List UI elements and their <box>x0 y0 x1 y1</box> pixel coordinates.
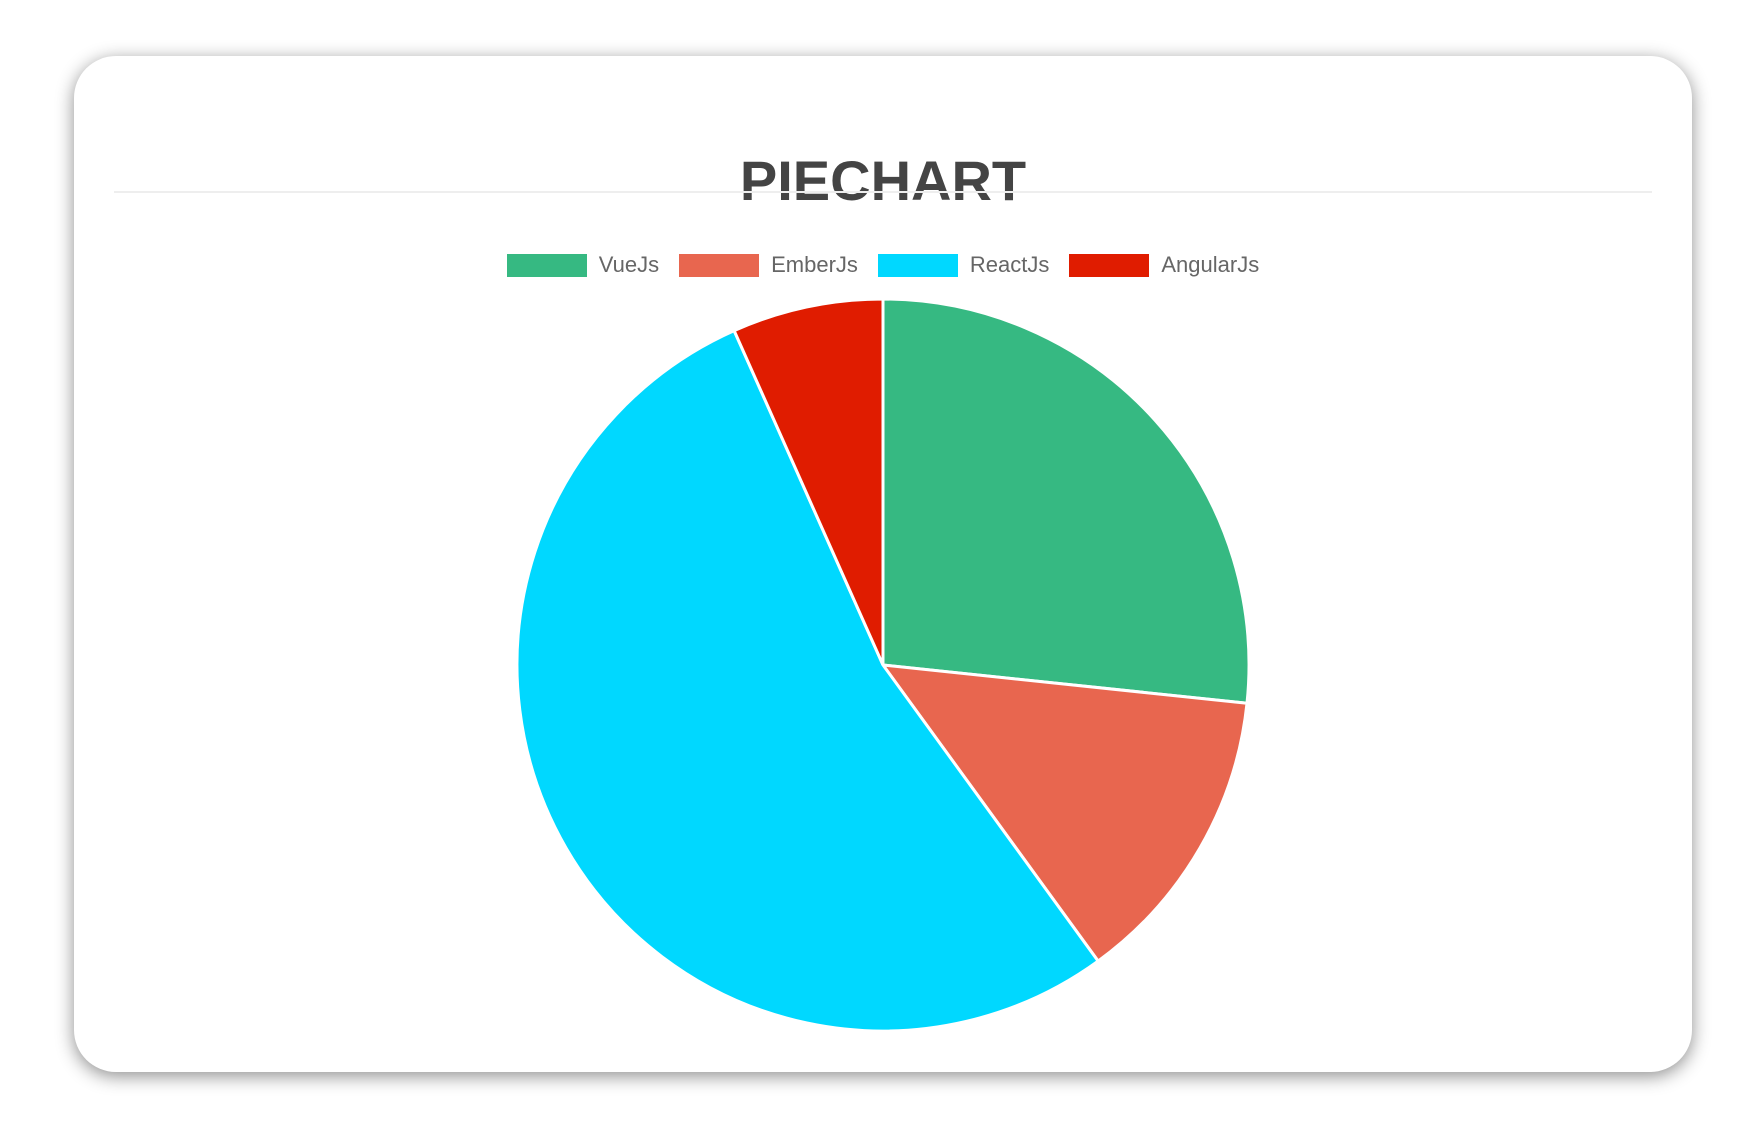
legend-item-emberjs[interactable]: EmberJs <box>679 252 858 278</box>
legend-label: AngularJs <box>1161 252 1260 277</box>
pie-slice-reactjs[interactable] <box>515 328 1101 1033</box>
pie-slice-vuejs[interactable] <box>881 297 1251 705</box>
legend-swatch <box>877 253 958 277</box>
legend-swatch <box>506 253 587 277</box>
pie-slice-emberjs[interactable] <box>879 663 1249 964</box>
chart-title: PIECHART <box>739 149 1027 212</box>
legend-swatch <box>679 253 760 277</box>
legend-label: EmberJs <box>771 252 858 277</box>
legend: VueJs EmberJs ReactJs AngularJs <box>74 252 1692 278</box>
legend-item-angularjs[interactable]: AngularJs <box>1069 252 1259 278</box>
legend-label: VueJs <box>598 252 660 277</box>
divider <box>114 191 1652 193</box>
legend-item-vuejs[interactable]: VueJs <box>506 252 660 278</box>
pie-slice-angularjs[interactable] <box>732 297 885 666</box>
legend-label: ReactJs <box>969 252 1050 277</box>
legend-swatch <box>1069 253 1150 277</box>
legend-item-reactjs[interactable]: ReactJs <box>877 252 1050 278</box>
